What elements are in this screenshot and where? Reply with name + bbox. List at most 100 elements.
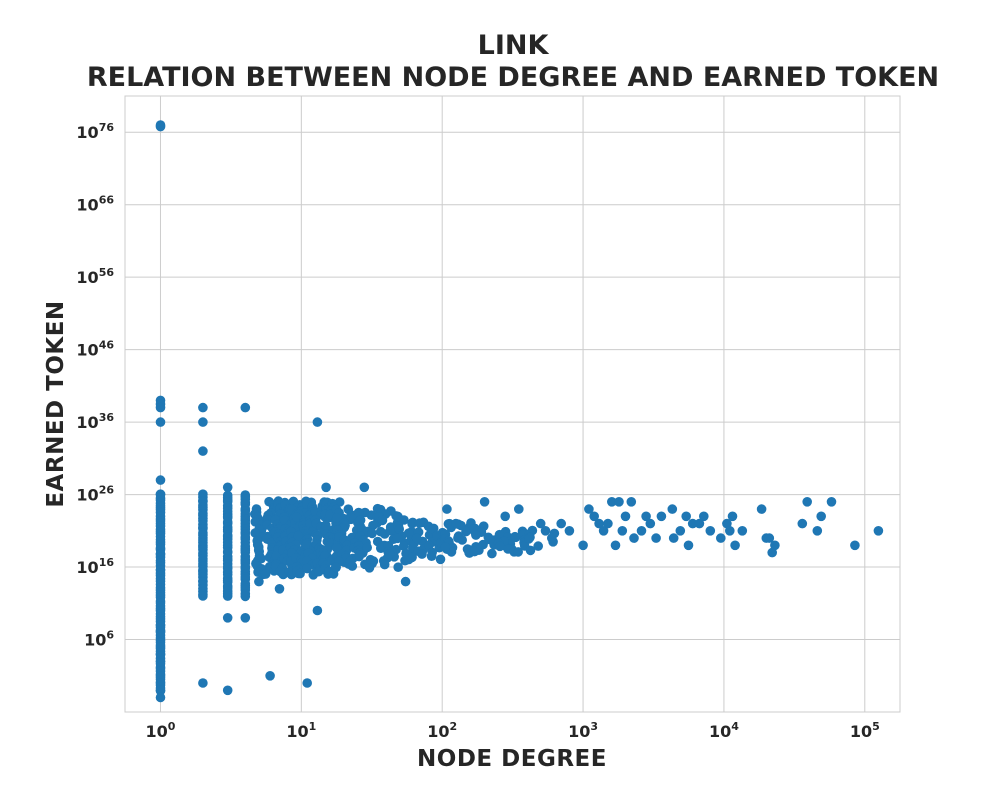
scatter-point bbox=[610, 540, 621, 551]
x-axis-label: NODE DEGREE bbox=[417, 746, 607, 772]
scatter-point bbox=[295, 568, 305, 579]
scatter-point bbox=[222, 591, 233, 601]
scatter-point bbox=[770, 540, 780, 551]
scatter-point bbox=[469, 546, 480, 557]
scatter-point bbox=[675, 526, 686, 536]
scatter-point bbox=[414, 518, 425, 528]
y-axis-label: EARNED TOKEN bbox=[43, 300, 69, 507]
scatter-point bbox=[716, 533, 726, 543]
scatter-point bbox=[513, 547, 523, 557]
scatter-point bbox=[222, 685, 233, 696]
scatter-point bbox=[379, 559, 390, 570]
y-tick-labels: 106 1016 1026 1036 1046 1056 1066 1076 bbox=[76, 121, 114, 649]
scatter-point bbox=[265, 671, 275, 681]
scatter-point bbox=[500, 511, 511, 522]
x-tick-label: 102 bbox=[427, 720, 457, 741]
scatter-point bbox=[617, 526, 628, 536]
scatter-point bbox=[399, 541, 409, 551]
scatter-point bbox=[556, 518, 566, 529]
plot-frame bbox=[124, 95, 901, 713]
scatter-point bbox=[293, 531, 304, 541]
scatter-point bbox=[400, 576, 411, 587]
scatter-point bbox=[564, 526, 575, 536]
scatter-point bbox=[668, 533, 679, 543]
scatter-point bbox=[321, 520, 331, 531]
scatter-point bbox=[510, 532, 521, 543]
scatter-point bbox=[392, 533, 403, 544]
scatter-point bbox=[301, 539, 312, 550]
scatter-point bbox=[620, 511, 631, 522]
scatter-point bbox=[812, 526, 823, 536]
scatter-point bbox=[155, 475, 166, 485]
scatter-point bbox=[362, 542, 373, 553]
scatter-point bbox=[641, 511, 651, 522]
scatter-point bbox=[155, 685, 166, 696]
scatter-point bbox=[442, 504, 452, 514]
scatter-point bbox=[651, 533, 661, 543]
scatter-point bbox=[198, 446, 208, 456]
scatter-point bbox=[584, 504, 594, 514]
scatter-point bbox=[155, 620, 166, 630]
plot-area bbox=[125, 96, 900, 712]
chart-title-block: LINK RELATION BETWEEN NODE DEGREE AND EA… bbox=[0, 30, 1000, 94]
y-tick-label: 1016 bbox=[76, 556, 114, 577]
scatter-point bbox=[403, 528, 414, 538]
data-points bbox=[155, 120, 884, 703]
scatter-point bbox=[440, 542, 451, 552]
scatter-point bbox=[547, 533, 557, 543]
scatter-point bbox=[155, 627, 166, 638]
scatter-point bbox=[495, 541, 505, 552]
scatter-point bbox=[435, 554, 446, 565]
y-tick-label: 1036 bbox=[76, 411, 114, 432]
scatter-point bbox=[524, 534, 534, 544]
scatter-point bbox=[155, 402, 166, 413]
scatter-point bbox=[302, 563, 312, 574]
scatter-point bbox=[407, 552, 417, 563]
scatter-point bbox=[594, 518, 604, 529]
scatter-point bbox=[417, 549, 427, 559]
scatter-point bbox=[331, 543, 342, 553]
chart-subtitle: RELATION BETWEEN NODE DEGREE AND EARNED … bbox=[86, 62, 940, 93]
scatter-point bbox=[198, 402, 208, 413]
scatter-point bbox=[254, 576, 264, 587]
scatter-point bbox=[240, 402, 251, 413]
scatter-point bbox=[487, 548, 497, 559]
scatter-point bbox=[451, 518, 461, 529]
y-tick-label: 1076 bbox=[76, 121, 114, 142]
scatter-point bbox=[826, 497, 837, 507]
scatter-point bbox=[535, 518, 546, 529]
scatter-point bbox=[614, 497, 624, 507]
scatter-point bbox=[155, 671, 166, 681]
chart-title: LINK bbox=[477, 30, 549, 61]
y-tick-label: 1056 bbox=[76, 266, 114, 287]
scatter-point bbox=[376, 543, 386, 553]
scatter-point bbox=[540, 526, 551, 536]
scatter-point bbox=[347, 561, 358, 571]
scatter-point bbox=[302, 678, 313, 688]
scatter-point bbox=[155, 121, 166, 132]
scatter-point bbox=[411, 533, 422, 544]
x-tick-labels: 100 101 102 103 104 105 bbox=[146, 720, 880, 741]
scatter-point bbox=[332, 513, 342, 523]
scatter-point bbox=[155, 678, 166, 688]
scatter-point bbox=[399, 515, 409, 525]
scatter-point bbox=[367, 528, 377, 539]
scatter-point bbox=[687, 518, 698, 529]
scatter-point bbox=[578, 540, 588, 551]
scatter-point bbox=[737, 526, 748, 536]
scatter-point bbox=[471, 530, 481, 540]
scatter-point bbox=[260, 569, 271, 579]
x-tick-label: 100 bbox=[146, 720, 176, 741]
x-tick-label: 103 bbox=[568, 720, 598, 741]
scatter-point bbox=[667, 504, 678, 514]
y-tick-label: 1046 bbox=[76, 339, 114, 360]
scatter-point bbox=[514, 504, 524, 514]
scatter-point bbox=[730, 540, 740, 551]
scatter-point bbox=[291, 512, 302, 522]
scatter-point bbox=[377, 515, 388, 526]
scatter-point bbox=[694, 518, 705, 529]
scatter-point bbox=[155, 692, 166, 703]
scatter-point bbox=[364, 563, 375, 573]
